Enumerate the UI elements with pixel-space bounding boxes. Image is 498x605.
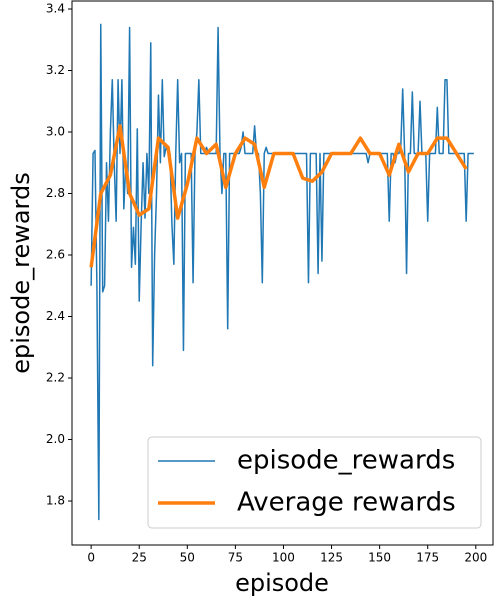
plot-frame <box>71 0 494 546</box>
legend-box <box>147 436 482 529</box>
y-tick-label: 3.0 <box>46 125 65 139</box>
x-tick-label: 125 <box>320 551 343 565</box>
x-tick-label: 25 <box>132 551 147 565</box>
x-tick-label: 75 <box>228 551 243 565</box>
x-tick-label: 200 <box>464 551 487 565</box>
x-tick-label: 0 <box>87 551 95 565</box>
x-axis-label: episode <box>235 569 329 597</box>
series-line <box>89 124 468 268</box>
legend-label: Average rewards <box>237 488 456 518</box>
y-axis-label: episode_rewards <box>7 172 35 373</box>
y-tick-label: 2.8 <box>46 186 65 200</box>
y-tick-label: 1.8 <box>46 494 65 508</box>
x-tick-label: 175 <box>416 551 439 565</box>
y-tick-label: 2.6 <box>46 248 65 262</box>
x-tick-label: 100 <box>272 551 295 565</box>
x-tick-label: 50 <box>180 551 195 565</box>
x-tick-label: 150 <box>368 551 391 565</box>
y-tick-label: 2.0 <box>46 432 65 446</box>
y-tick-label: 2.2 <box>46 371 65 385</box>
y-tick-label: 3.4 <box>46 1 65 15</box>
y-tick-label: 2.4 <box>46 309 65 323</box>
y-tick-label: 3.2 <box>46 63 65 77</box>
legend-label: episode_rewards <box>237 446 455 476</box>
